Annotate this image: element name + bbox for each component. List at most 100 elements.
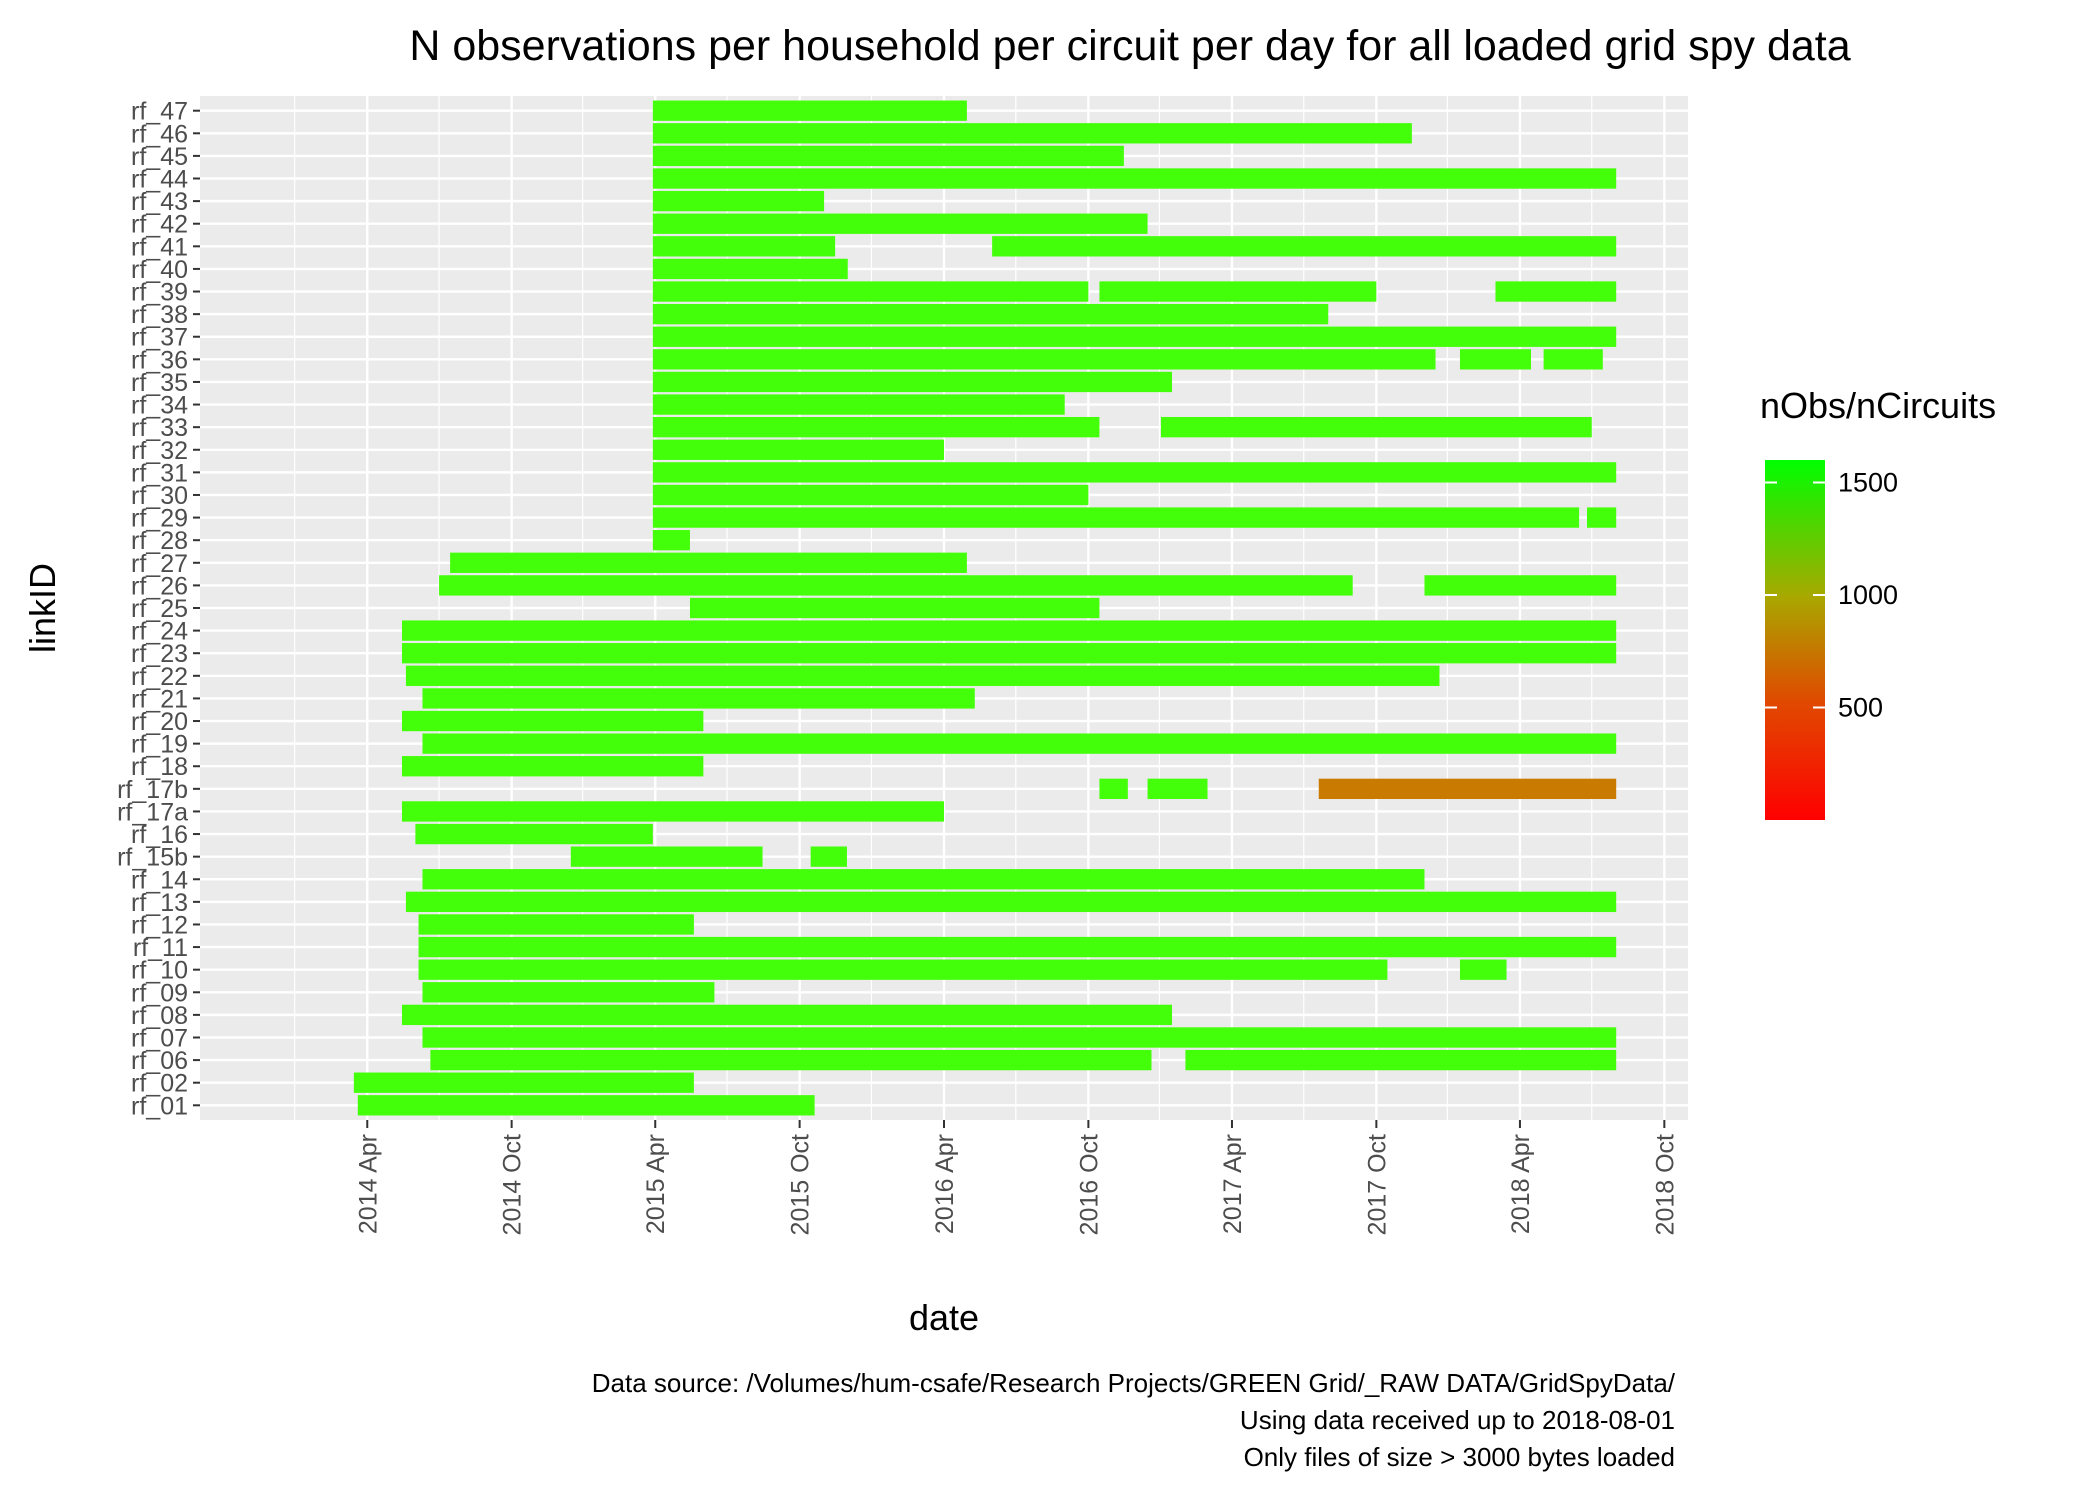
- y-tick-label: rf_02: [131, 1070, 188, 1098]
- heatmap-bar-rf_10: [418, 959, 1388, 980]
- y-tick-label: rf_38: [131, 301, 188, 329]
- y-tick-label: rf_20: [131, 708, 188, 736]
- heatmap-bar-rf_46: [652, 123, 1412, 144]
- heatmap-bar-rf_15b: [810, 846, 847, 867]
- heatmap-bar-rf_07: [422, 1027, 1617, 1048]
- caption-line2: Using data received up to 2018-08-01: [1240, 1405, 1675, 1435]
- heatmap-bar-rf_28: [652, 530, 690, 551]
- x-tick-label: 2017 Apr: [1219, 1134, 1247, 1234]
- legend-colorbar: [1765, 460, 1825, 820]
- y-tick-label: rf_18: [131, 753, 188, 781]
- heatmap-bar-rf_25: [689, 597, 1100, 619]
- heatmap-bar-rf_39: [652, 281, 1089, 302]
- x-tick-label: 2016 Oct: [1075, 1134, 1103, 1236]
- heatmap-bar-rf_42: [652, 213, 1148, 234]
- heatmap-bar-rf_24: [401, 620, 1617, 641]
- y-tick-label: rf_23: [131, 640, 188, 668]
- heatmap-bar-rf_37: [652, 326, 1617, 347]
- x-tick-label: 2016 Apr: [931, 1134, 959, 1234]
- heatmap-bar-rf_13: [405, 891, 1617, 913]
- y-tick-label: rf_24: [131, 618, 188, 646]
- y-tick-label: rf_28: [131, 527, 188, 555]
- y-tick-label: rf_14: [131, 866, 188, 894]
- y-tick-label: rf_01: [131, 1092, 188, 1120]
- x-tick-label: 2017 Oct: [1363, 1134, 1391, 1236]
- heatmap-bar-rf_39: [1099, 281, 1377, 302]
- y-tick-label: rf_31: [131, 459, 188, 487]
- heatmap-bar-rf_44: [652, 168, 1617, 189]
- heatmap-bar-rf_45: [652, 145, 1124, 167]
- heatmap-bar-rf_02: [353, 1072, 694, 1093]
- legend: nObs/nCircuits 500 1000 1500: [1760, 385, 1996, 820]
- heatmap-bar-rf_10: [1459, 959, 1507, 980]
- y-tick-label: rf_26: [131, 572, 188, 600]
- heatmap-bar-rf_36: [652, 349, 1436, 370]
- y-tick-label: rf_44: [131, 166, 188, 194]
- heatmap-bar-rf_32: [652, 439, 944, 460]
- heatmap-bar-rf_26: [439, 575, 1353, 596]
- y-tick-label: rf_34: [131, 392, 188, 420]
- heatmap-bar-rf_08: [401, 1004, 1173, 1026]
- heatmap-bar-rf_17b: [1147, 778, 1208, 800]
- x-tick-label: 2014 Oct: [499, 1134, 527, 1236]
- heatmap-bar-rf_33: [652, 416, 1100, 438]
- y-tick-label: rf_47: [131, 98, 188, 126]
- y-tick-label: rf_40: [131, 256, 188, 284]
- heatmap-bar-rf_22: [405, 665, 1440, 686]
- heatmap-bar-rf_35: [652, 371, 1173, 393]
- heatmap-bar-rf_06: [430, 1049, 1152, 1071]
- legend-tick-label: 1500: [1838, 468, 1898, 498]
- x-axis-title: date: [909, 1297, 979, 1338]
- heatmap-bar-rf_20: [401, 710, 704, 732]
- heatmap-bar-rf_39: [1495, 281, 1617, 302]
- legend-ticks: 500 1000 1500: [1765, 468, 1898, 723]
- y-tick-label: rf_17b: [117, 776, 188, 804]
- y-tick-label: rf_16: [131, 821, 188, 849]
- heatmap-bar-rf_15b: [570, 846, 763, 867]
- heatmap-bar-rf_09: [422, 982, 715, 1003]
- heatmap-bar-rf_26: [1424, 575, 1617, 596]
- heatmap-bar-rf_41: [992, 236, 1617, 257]
- heatmap-bar-rf_11: [418, 936, 1617, 958]
- heatmap-bar-rf_23: [401, 643, 1617, 664]
- y-tick-label: rf_41: [131, 233, 188, 261]
- heatmap-bar-rf_01: [357, 1095, 815, 1116]
- heatmap-bar-rf_33: [1160, 416, 1592, 438]
- y-tick-label: rf_10: [131, 957, 188, 985]
- heatmap-bar-rf_31: [652, 462, 1617, 483]
- heatmap-bar-rf_12: [418, 914, 694, 935]
- x-tick-label: 2014 Apr: [354, 1134, 382, 1234]
- x-tick-label: 2018 Apr: [1507, 1134, 1535, 1234]
- y-tick-label: rf_06: [131, 1047, 188, 1075]
- chart-title: N observations per household per circuit…: [409, 22, 1850, 70]
- y-tick-label: rf_21: [131, 685, 188, 713]
- heatmap-bar-rf_34: [652, 394, 1065, 415]
- y-tick-label: rf_46: [131, 120, 188, 148]
- heatmap-bar-rf_17a: [401, 801, 944, 822]
- y-tick-label: rf_13: [131, 889, 188, 917]
- y-tick-label: rf_25: [131, 595, 188, 623]
- heatmap-bar-rf_17b: [1099, 778, 1128, 800]
- heatmap-bar-rf_38: [652, 303, 1329, 325]
- x-tick-label: 2018 Oct: [1651, 1134, 1679, 1236]
- heatmap-bar-rf_29: [652, 507, 1580, 528]
- y-tick-label: rf_32: [131, 437, 188, 465]
- y-tick-label: rf_29: [131, 505, 188, 533]
- y-axis-title: linkID: [22, 563, 63, 653]
- y-tick-label: rf_11: [133, 934, 188, 962]
- y-tick-label: rf_45: [131, 143, 188, 171]
- y-tick-label: rf_09: [131, 979, 188, 1007]
- legend-title: nObs/nCircuits: [1760, 385, 1996, 426]
- y-tick-label: rf_36: [131, 346, 188, 374]
- heatmap-bar-rf_21: [422, 688, 975, 709]
- y-tick-label: rf_33: [131, 414, 188, 442]
- heatmap-bar-rf_30: [652, 484, 1089, 506]
- heatmap-bar-rf_17b: [1318, 778, 1617, 800]
- y-tick-label: rf_27: [131, 550, 188, 578]
- y-tick-label: rf_22: [131, 663, 188, 691]
- caption-line1: Data source: /Volumes/hum-csafe/Research…: [592, 1368, 1676, 1398]
- heatmap-bar-rf_06: [1185, 1049, 1617, 1071]
- heatmap-bar-rf_41: [652, 236, 836, 257]
- y-axis: rf_01rf_02rf_06rf_07rf_08rf_09rf_10rf_11…: [117, 98, 200, 1120]
- caption-line3: Only files of size > 3000 bytes loaded: [1244, 1442, 1675, 1472]
